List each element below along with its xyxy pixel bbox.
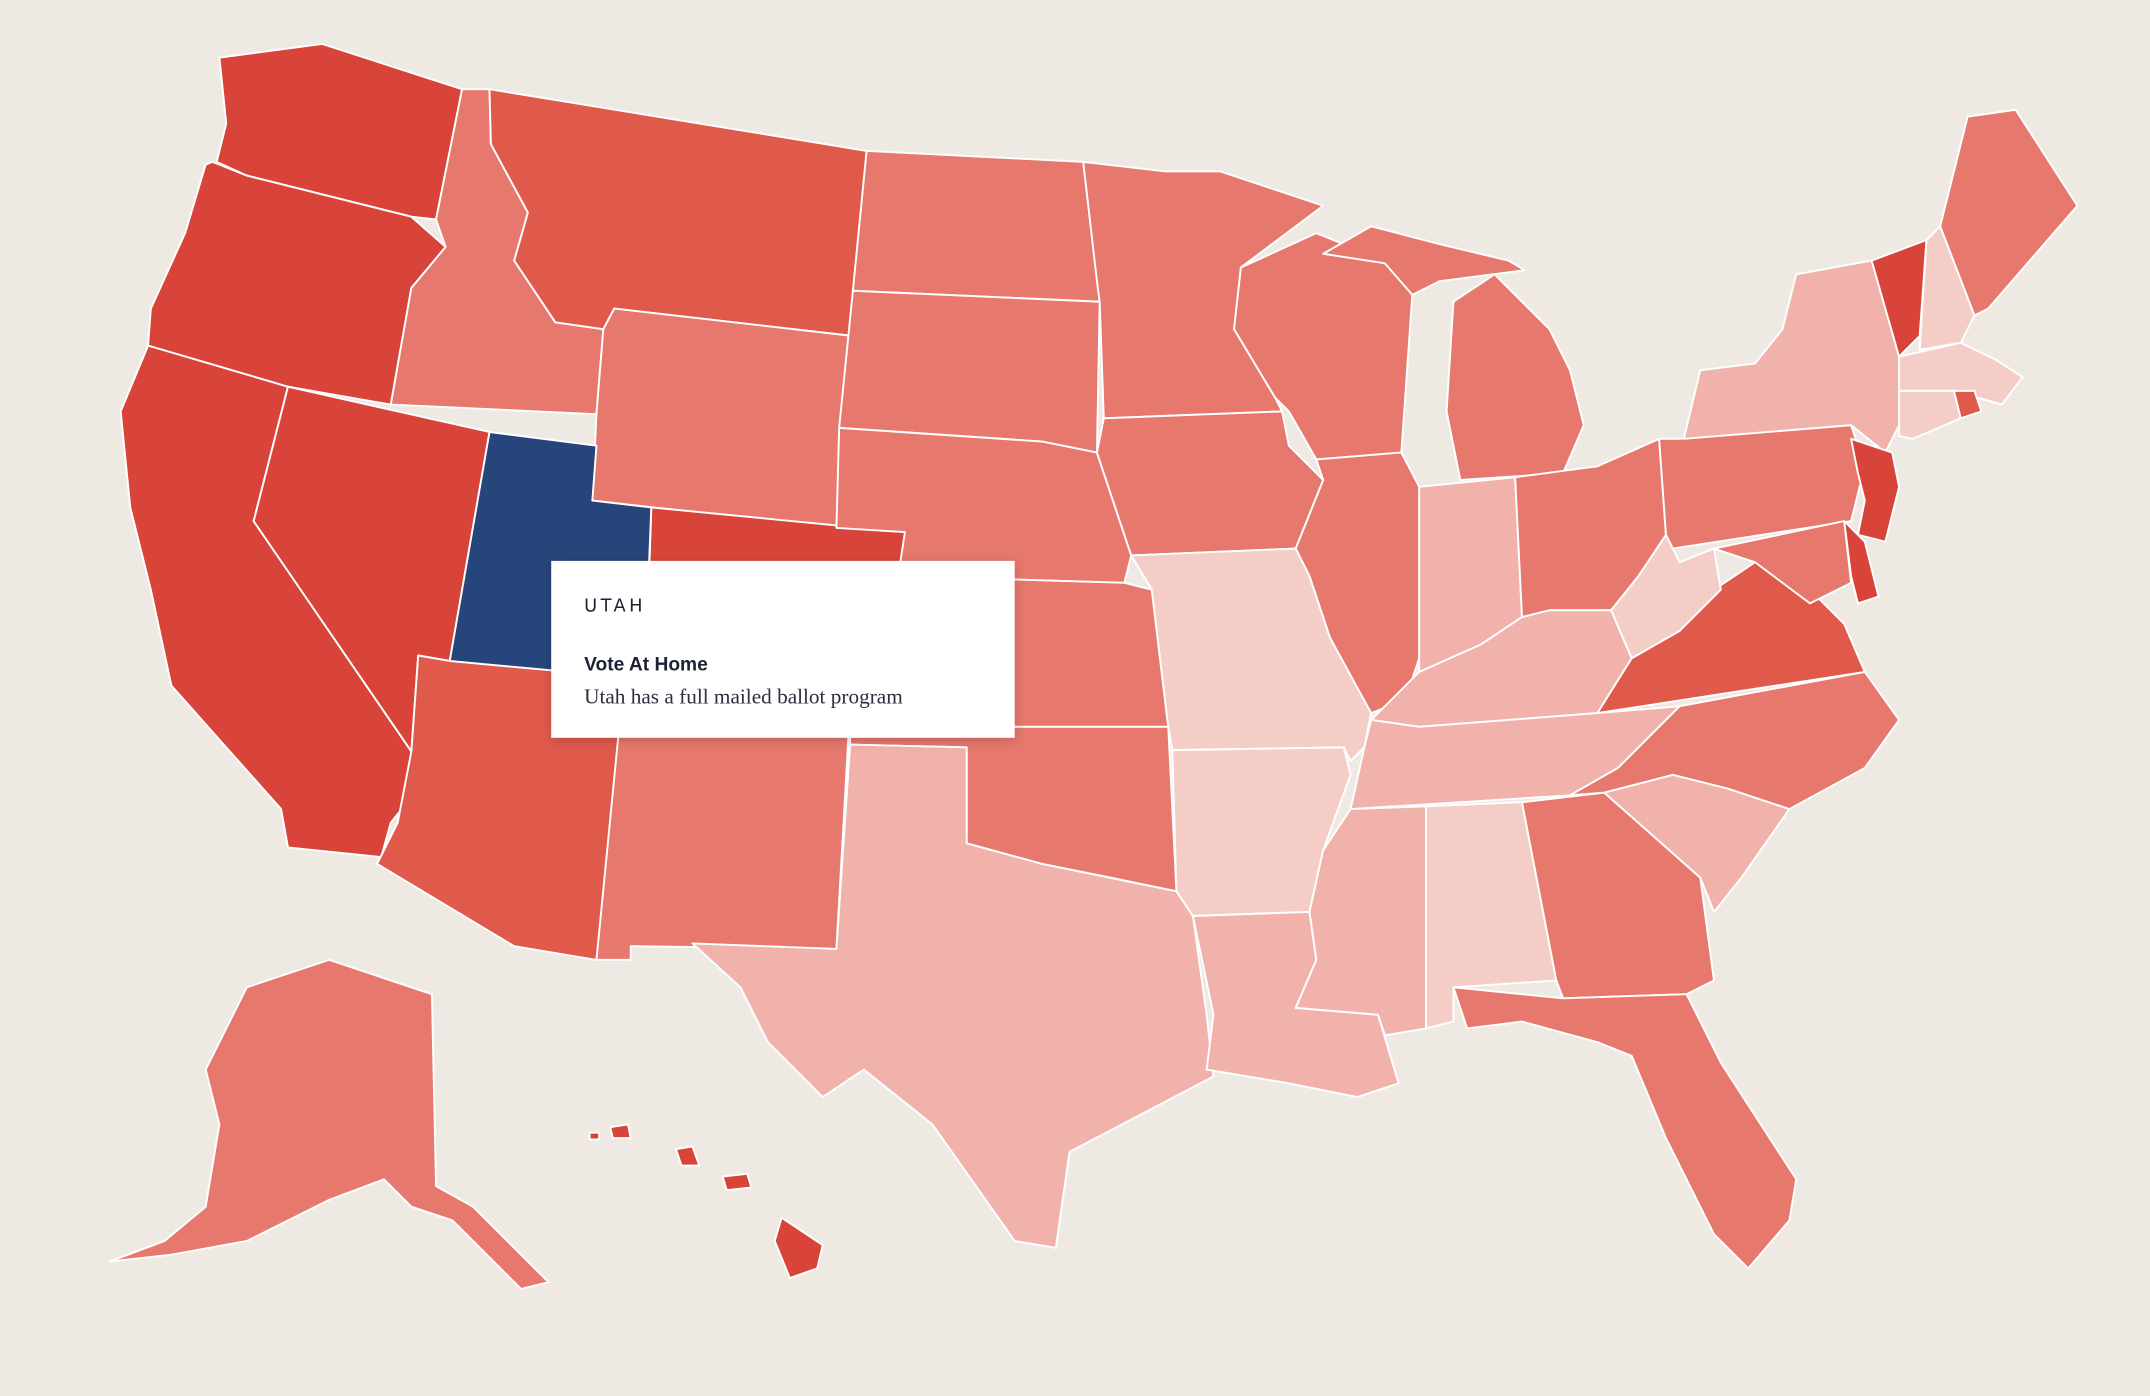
state-shape[interactable] xyxy=(1952,389,1983,420)
state-shape[interactable] xyxy=(147,160,447,406)
state-shape[interactable] xyxy=(591,307,854,529)
state-shape[interactable] xyxy=(1322,225,1526,296)
state-shape[interactable] xyxy=(851,149,1101,303)
state-shape[interactable] xyxy=(588,1131,601,1141)
tooltip-box xyxy=(551,560,1015,738)
state-shape[interactable] xyxy=(1713,520,1853,605)
state-shape[interactable] xyxy=(1445,273,1585,481)
state-shape[interactable] xyxy=(609,1123,632,1140)
tooltip-title: Vote At Home xyxy=(584,655,708,676)
state-shape[interactable] xyxy=(1294,805,1427,1037)
state-shape[interactable] xyxy=(1918,225,1976,351)
state-shape[interactable] xyxy=(1452,986,1798,1270)
state-shape[interactable] xyxy=(721,1172,753,1192)
states xyxy=(108,42,2079,1290)
state-shape[interactable] xyxy=(675,1145,701,1167)
state-shape[interactable] xyxy=(1294,451,1421,715)
state-shape[interactable] xyxy=(1569,670,1901,811)
state-shape[interactable] xyxy=(691,743,1215,1249)
state-shape[interactable] xyxy=(1898,389,1962,440)
tooltip: UTAH Vote At Home Utah has a full mailed… xyxy=(551,560,1015,738)
state-shape[interactable] xyxy=(108,958,550,1290)
state-shape[interactable] xyxy=(838,289,1101,454)
state-shape[interactable] xyxy=(1843,520,1880,605)
tooltip-description: Utah has a full mailed ballot program xyxy=(584,684,903,708)
state-shape[interactable] xyxy=(773,1216,824,1279)
tooltip-state: UTAH xyxy=(584,596,646,617)
state-shape[interactable] xyxy=(1939,108,2079,317)
state-shape[interactable] xyxy=(1850,437,1901,543)
